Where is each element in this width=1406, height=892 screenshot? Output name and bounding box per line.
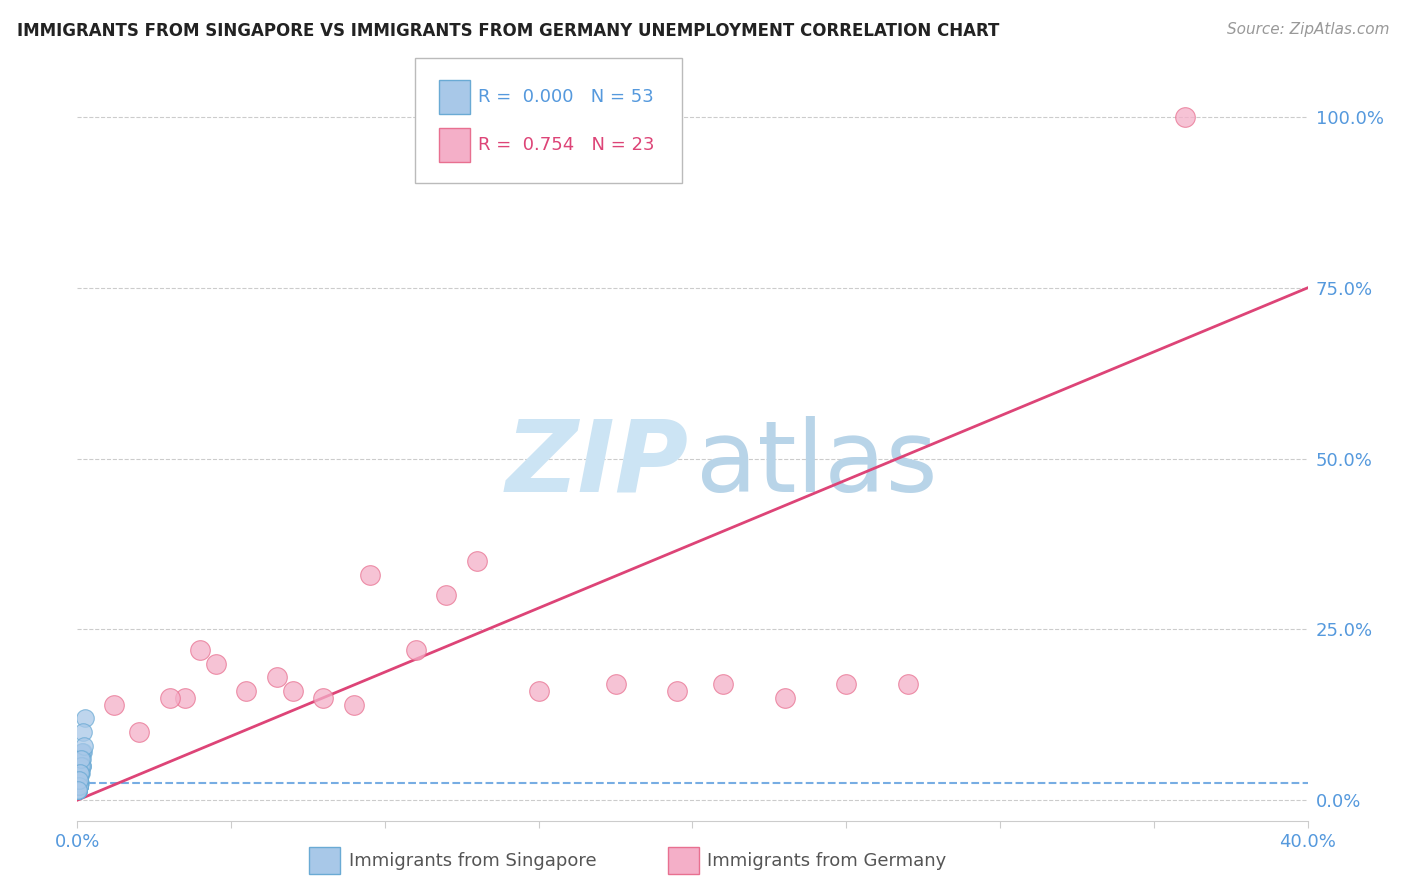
Point <box>69 763 91 777</box>
Text: R =  0.000   N = 53: R = 0.000 N = 53 <box>478 88 654 106</box>
Point <box>69 765 91 780</box>
Point <box>67 772 90 787</box>
Point <box>69 765 91 780</box>
Point <box>67 780 90 794</box>
Point <box>67 772 90 787</box>
Point <box>67 772 90 787</box>
Point <box>359 567 381 582</box>
Point <box>67 772 90 787</box>
Point <box>67 783 90 797</box>
Point <box>67 783 90 797</box>
Point <box>405 643 427 657</box>
Point <box>897 677 920 691</box>
Text: Source: ZipAtlas.com: Source: ZipAtlas.com <box>1226 22 1389 37</box>
Point <box>70 759 93 773</box>
Point <box>67 780 90 794</box>
Point <box>103 698 125 712</box>
Point <box>72 745 94 759</box>
Text: atlas: atlas <box>696 416 938 513</box>
Point <box>281 684 304 698</box>
Point <box>67 780 90 794</box>
Point <box>527 684 550 698</box>
Point <box>436 588 458 602</box>
Point <box>67 783 90 797</box>
Point <box>159 690 181 705</box>
Point <box>67 783 90 797</box>
Point <box>67 783 90 797</box>
Text: Immigrants from Germany: Immigrants from Germany <box>707 852 946 870</box>
Point <box>465 554 488 568</box>
Point <box>67 765 90 780</box>
Point <box>70 765 93 780</box>
Point <box>69 772 91 787</box>
Point <box>69 759 91 773</box>
Point <box>67 780 90 794</box>
Point <box>67 780 90 794</box>
Point <box>73 739 96 753</box>
Point <box>67 780 90 794</box>
Point <box>73 711 96 725</box>
Point <box>70 752 93 766</box>
Point <box>666 684 689 698</box>
Text: R =  0.754   N = 23: R = 0.754 N = 23 <box>478 136 655 154</box>
Point <box>70 759 93 773</box>
Point <box>70 759 93 773</box>
Point <box>67 780 90 794</box>
Point <box>69 772 91 787</box>
Point <box>1174 110 1197 124</box>
Text: IMMIGRANTS FROM SINGAPORE VS IMMIGRANTS FROM GERMANY UNEMPLOYMENT CORRELATION CH: IMMIGRANTS FROM SINGAPORE VS IMMIGRANTS … <box>17 22 1000 40</box>
Point <box>773 690 796 705</box>
Point <box>67 783 90 797</box>
Point <box>67 783 90 797</box>
Point <box>70 752 93 766</box>
Point <box>69 772 91 787</box>
Text: Immigrants from Singapore: Immigrants from Singapore <box>349 852 596 870</box>
Point <box>174 690 197 705</box>
Point <box>72 724 94 739</box>
Point <box>70 745 93 759</box>
Point <box>711 677 734 691</box>
Point <box>235 684 257 698</box>
Point <box>67 772 90 787</box>
Point <box>204 657 226 671</box>
Point <box>67 780 90 794</box>
Point <box>69 776 91 790</box>
Point <box>605 677 627 691</box>
Point <box>67 783 90 797</box>
Point <box>128 724 150 739</box>
Point <box>67 772 90 787</box>
Point <box>188 643 212 657</box>
Point <box>69 765 91 780</box>
Point <box>69 772 91 787</box>
Point <box>69 752 91 766</box>
Point <box>69 780 91 794</box>
Point <box>266 670 288 684</box>
Text: ZIP: ZIP <box>506 416 689 513</box>
Point <box>67 780 90 794</box>
Point <box>835 677 858 691</box>
Point <box>312 690 335 705</box>
Point <box>69 776 91 790</box>
Point <box>69 772 91 787</box>
Point <box>69 765 91 780</box>
Point <box>343 698 366 712</box>
Point <box>67 772 90 787</box>
Point <box>67 780 90 794</box>
Point <box>70 756 93 770</box>
